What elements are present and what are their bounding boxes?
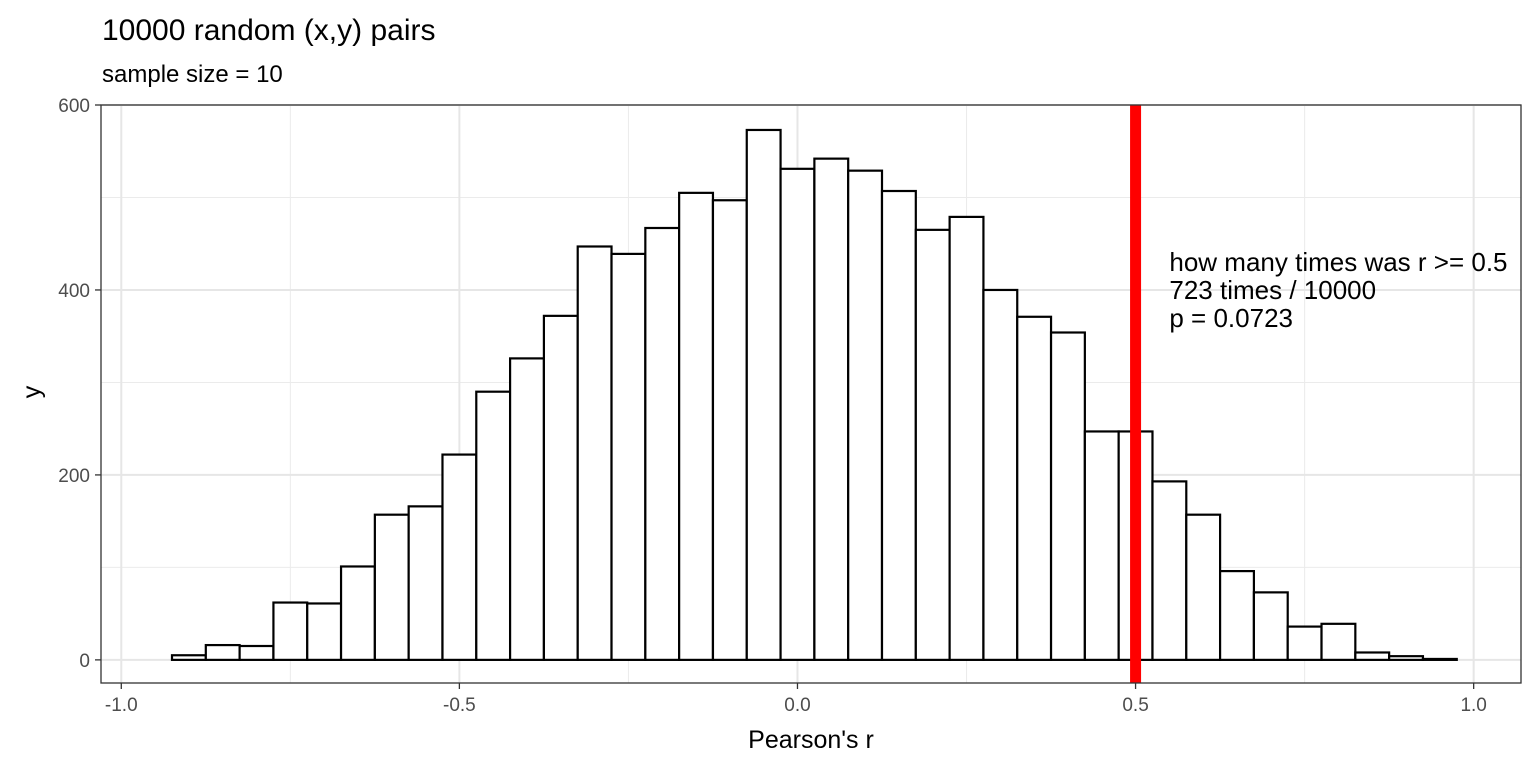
histogram-bars [170,128,1458,661]
histogram-bar [982,288,1019,661]
histogram-bar [1185,513,1222,661]
y-tick-label: 600 [58,96,90,117]
histogram-bar [610,252,647,661]
histogram-bar [1388,655,1425,661]
histogram-bar [1320,622,1357,661]
x-tick-label: -0.5 [443,695,476,716]
histogram-bar [339,565,376,661]
x-tick-label: 0.5 [1122,695,1148,716]
histogram-bar [948,215,985,661]
x-axis: -1.0 -0.5 0.0 0.5 1.0 [105,683,1487,716]
histogram-bar [847,169,884,661]
y-tick-label: 400 [58,281,90,302]
annotation-line: p = 0.0723 [1169,303,1293,333]
histogram-bar [542,314,579,661]
histogram-bar [678,191,715,661]
histogram-bar [1151,480,1188,661]
histogram-bar [170,654,207,661]
annotation-line: how many times was r >= 0.5 [1169,247,1507,277]
histogram-bar [1083,430,1120,661]
histogram-bar [914,228,951,661]
histogram-bar [576,245,613,661]
histogram-bar [711,199,748,661]
histogram-bar [813,157,850,661]
histogram-bar [238,644,275,661]
histogram-bar [508,357,546,661]
y-tick-label: 200 [58,466,90,487]
histogram-bar [1286,625,1323,661]
histogram-bar [1354,651,1391,661]
histogram-bar [1421,657,1458,661]
histogram-bar [407,505,444,661]
histogram-bar [272,601,309,661]
x-tick-label: 1.0 [1460,695,1486,716]
histogram-bar [1049,331,1086,661]
panel-border [100,104,1522,684]
histogram-bar [1252,591,1289,661]
histogram-bar [373,513,410,661]
x-tick-label: -1.0 [105,695,138,716]
y-tick-label: 0 [79,651,90,672]
histogram-bar [1218,569,1256,661]
chart-title: 10000 random (x,y) pairs [102,14,436,47]
x-axis-title: Pearson's r [748,726,874,754]
annotation-line: 723 times / 10000 [1169,275,1376,305]
histogram-bar [306,602,343,661]
histogram-bar [204,643,241,661]
histogram-bar [745,128,782,661]
histogram-bar [1016,315,1053,661]
histogram-bar [644,226,681,661]
x-tick-label: 0.0 [784,695,810,716]
y-axis: 0 200 400 600 [58,96,101,672]
histogram-bar [779,167,816,661]
histogram-bar [441,453,478,661]
chart-subtitle: sample size = 10 [102,61,283,88]
histogram-bar [880,189,917,661]
histogram-bar [475,390,512,661]
y-axis-title: y [18,385,46,398]
